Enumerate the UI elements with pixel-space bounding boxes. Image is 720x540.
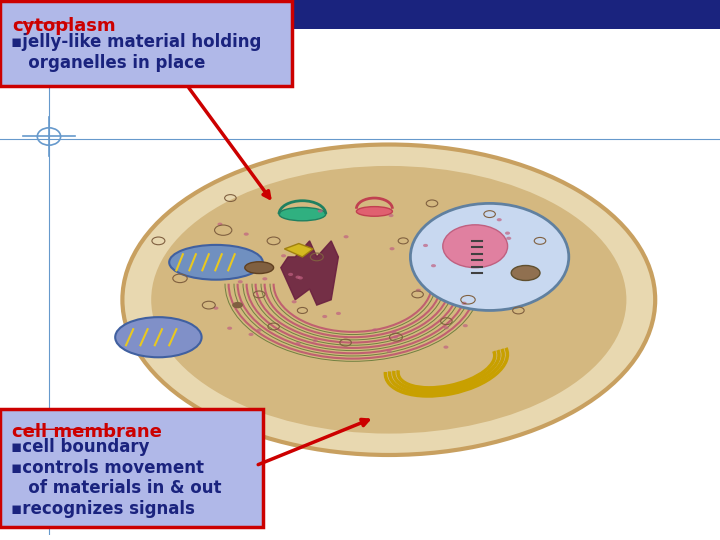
Text: cytoplasm: cytoplasm (12, 17, 116, 35)
Ellipse shape (372, 328, 377, 332)
FancyBboxPatch shape (0, 1, 292, 86)
Ellipse shape (416, 289, 421, 292)
Ellipse shape (387, 350, 392, 353)
Ellipse shape (281, 254, 286, 258)
Ellipse shape (296, 342, 301, 345)
Ellipse shape (392, 330, 397, 334)
Ellipse shape (115, 317, 202, 357)
Ellipse shape (431, 264, 436, 267)
Ellipse shape (423, 244, 428, 247)
Ellipse shape (122, 145, 655, 455)
Ellipse shape (410, 204, 569, 310)
Ellipse shape (443, 225, 508, 268)
Ellipse shape (238, 280, 243, 284)
Ellipse shape (463, 324, 468, 327)
Ellipse shape (336, 312, 341, 315)
Ellipse shape (462, 302, 467, 305)
Polygon shape (284, 244, 313, 257)
Ellipse shape (444, 326, 449, 329)
Ellipse shape (389, 214, 394, 217)
Text: cell membrane: cell membrane (12, 423, 162, 441)
Ellipse shape (295, 275, 300, 279)
Ellipse shape (505, 232, 510, 235)
Ellipse shape (279, 207, 325, 221)
Ellipse shape (232, 302, 243, 308)
FancyBboxPatch shape (0, 0, 720, 30)
Text: ▪jelly-like material holding
   organelles in place: ▪jelly-like material holding organelles … (11, 33, 261, 72)
Ellipse shape (298, 276, 303, 280)
FancyBboxPatch shape (0, 409, 263, 527)
Ellipse shape (217, 222, 222, 226)
Text: ▪cell boundary
▪controls movement
   of materials in & out
▪recognizes signals: ▪cell boundary ▪controls movement of mat… (11, 438, 221, 518)
Ellipse shape (245, 262, 274, 274)
Ellipse shape (393, 335, 398, 339)
Ellipse shape (244, 233, 249, 236)
Ellipse shape (213, 307, 218, 310)
Ellipse shape (390, 247, 395, 251)
Ellipse shape (506, 237, 511, 240)
Ellipse shape (257, 328, 262, 332)
Ellipse shape (169, 245, 263, 280)
Ellipse shape (343, 235, 348, 238)
Ellipse shape (227, 327, 232, 330)
Ellipse shape (288, 273, 293, 276)
Ellipse shape (511, 266, 540, 280)
Ellipse shape (497, 218, 502, 221)
Ellipse shape (444, 346, 449, 349)
Ellipse shape (323, 315, 328, 318)
Ellipse shape (292, 300, 297, 303)
Ellipse shape (151, 166, 626, 434)
Ellipse shape (318, 210, 323, 213)
Ellipse shape (356, 207, 392, 216)
Polygon shape (281, 241, 338, 305)
Ellipse shape (248, 333, 253, 336)
Ellipse shape (312, 339, 318, 342)
Ellipse shape (262, 277, 267, 280)
